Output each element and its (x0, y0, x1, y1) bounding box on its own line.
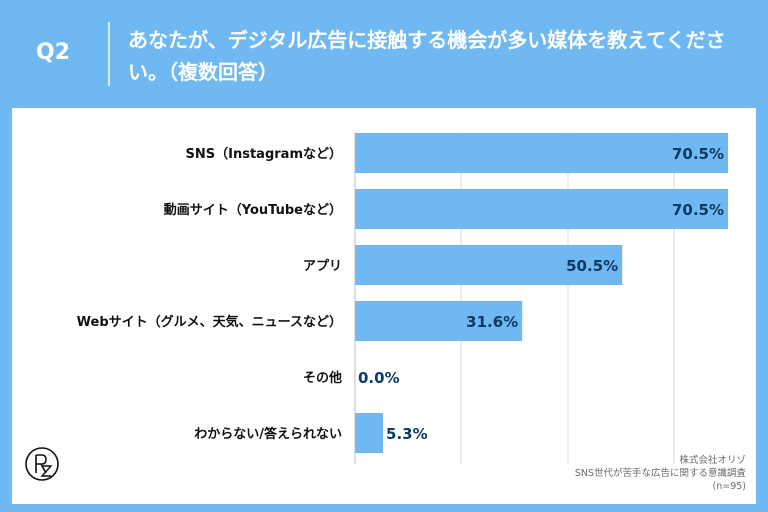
value-label: 70.5% (672, 201, 724, 219)
value-label: 50.5% (566, 257, 618, 275)
value-label: 70.5% (672, 145, 724, 163)
question-number: Q2 (36, 40, 71, 65)
header-divider (108, 22, 110, 86)
bar (355, 245, 623, 285)
bar (355, 189, 728, 229)
bar (355, 413, 384, 453)
category-label: Webサイト（グルメ、天気、ニュースなど） (77, 314, 342, 330)
source-footnote: 株式会社オリゾ SNS世代が苦手な広告に関する意識調査 (n=95) (575, 454, 746, 493)
orizo-logo-icon (24, 446, 60, 482)
category-label: その他 (303, 370, 342, 386)
value-label: 0.0% (358, 369, 400, 387)
bar (355, 301, 523, 341)
category-label: わからない/答えられない (194, 426, 342, 442)
value-label: 31.6% (466, 313, 518, 331)
category-label: SNS（Instagramなど） (186, 146, 342, 162)
question-header: Q2 あなたが、デジタル広告に接触する機会が多い媒体を教えてください。（複数回答… (0, 0, 768, 108)
bar (355, 133, 728, 173)
category-label: 動画サイト（YouTubeなど） (164, 202, 342, 218)
footnote-sample-size: (n=95) (712, 481, 746, 492)
question-text: あなたが、デジタル広告に接触する機会が多い媒体を教えてください。（複数回答） (128, 28, 726, 84)
value-label: 5.3% (386, 425, 428, 443)
footnote-survey: SNS世代が苦手な広告に関する意識調査 (574, 468, 746, 479)
category-label: アプリ (303, 259, 342, 274)
footnote-company: 株式会社オリゾ (679, 455, 746, 466)
